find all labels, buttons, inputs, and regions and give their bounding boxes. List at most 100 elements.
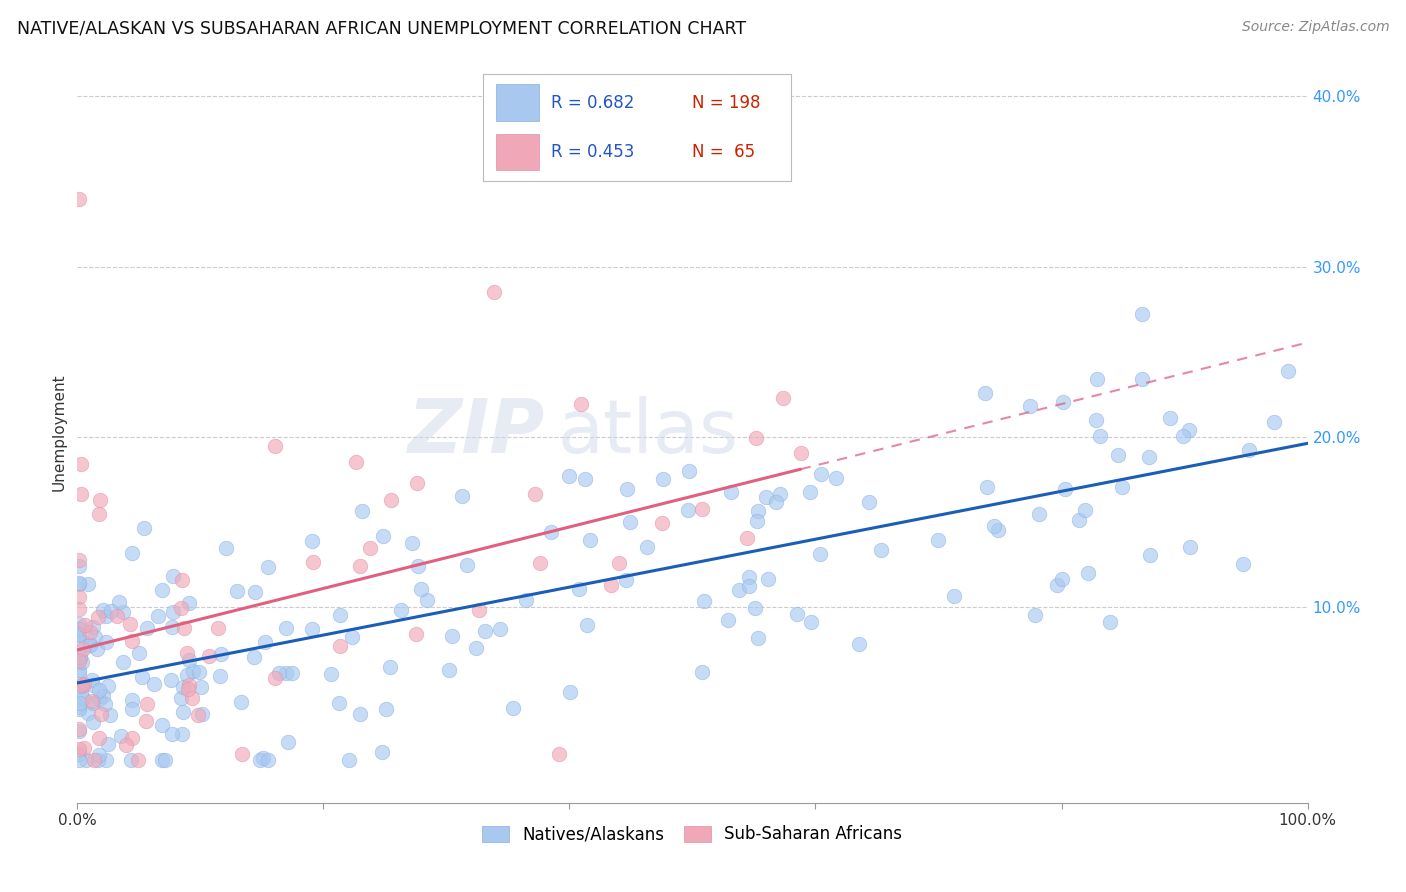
Point [450,489,472,503]
Point [1180,540,1202,554]
Point [153,753,176,767]
Point [67,654,90,668]
Point [105,608,128,623]
Point [744,600,766,615]
Text: atlas: atlas [557,396,738,469]
Point [756,572,779,586]
Point [67,602,90,616]
Point [82,694,104,708]
Point [67,665,90,680]
Point [1054,482,1077,496]
Point [110,729,132,743]
Point [456,558,478,573]
Point [72,641,94,656]
Point [301,533,323,548]
Point [160,727,183,741]
Point [720,485,742,500]
Point [80,673,103,687]
Point [1069,513,1091,527]
Point [72,655,94,669]
Point [73,740,96,755]
Point [406,476,429,491]
Point [187,708,209,723]
Point [983,518,1005,533]
Point [437,663,460,677]
Point [127,753,149,767]
Point [800,615,823,629]
Point [614,573,637,587]
Point [342,630,364,644]
Point [93,698,115,712]
Point [70,487,93,501]
Point [690,502,713,516]
Point [769,487,792,501]
Point [523,486,546,500]
Point [181,691,204,706]
Point [329,639,352,653]
Point [1107,448,1129,462]
Point [1139,548,1161,562]
Point [173,621,195,635]
Point [108,594,131,608]
Point [89,691,111,706]
Point [974,386,997,401]
Text: NATIVE/ALASKAN VS SUBSAHARAN AFRICAN UNEMPLOYMENT CORRELATION CHART: NATIVE/ALASKAN VS SUBSAHARAN AFRICAN UNE… [17,20,747,37]
Point [79,625,101,640]
Point [67,741,90,756]
Point [738,579,761,593]
Point [1178,424,1201,438]
Point [89,493,111,508]
Point [474,624,496,638]
Point [747,503,769,517]
Point [135,621,157,635]
Point [810,467,832,481]
Point [70,457,93,471]
Point [67,558,90,573]
Point [91,603,114,617]
Point [190,706,212,721]
Point [652,472,675,486]
Point [177,653,200,667]
Point [89,748,111,763]
Point [579,533,602,548]
Point [83,753,105,767]
Point [1077,566,1099,581]
Point [134,521,156,535]
Point [772,391,794,405]
Point [162,620,184,634]
Point [257,560,280,574]
Point [118,616,141,631]
Point [515,593,537,607]
Point [1130,307,1153,321]
Point [337,753,360,767]
Point [636,540,658,554]
Point [70,679,93,693]
Point [371,745,394,759]
Point [1159,411,1181,425]
Point [190,680,212,694]
Point [82,696,104,710]
Point [162,605,184,619]
Point [374,702,396,716]
Point [79,638,101,652]
Point [226,584,249,599]
Point [120,753,142,767]
Point [569,397,592,411]
Point [789,446,811,460]
Point [128,646,150,660]
Point [548,747,571,762]
Point [209,648,232,662]
Point [67,192,90,206]
Point [755,490,778,504]
Point [693,594,716,608]
Point [243,585,266,599]
Point [142,676,165,690]
Point [1277,363,1299,377]
Point [89,731,111,746]
Point [170,726,193,740]
Point [96,753,118,767]
Point [150,582,173,597]
Point [231,747,253,761]
Point [121,731,143,746]
Point [131,670,153,684]
